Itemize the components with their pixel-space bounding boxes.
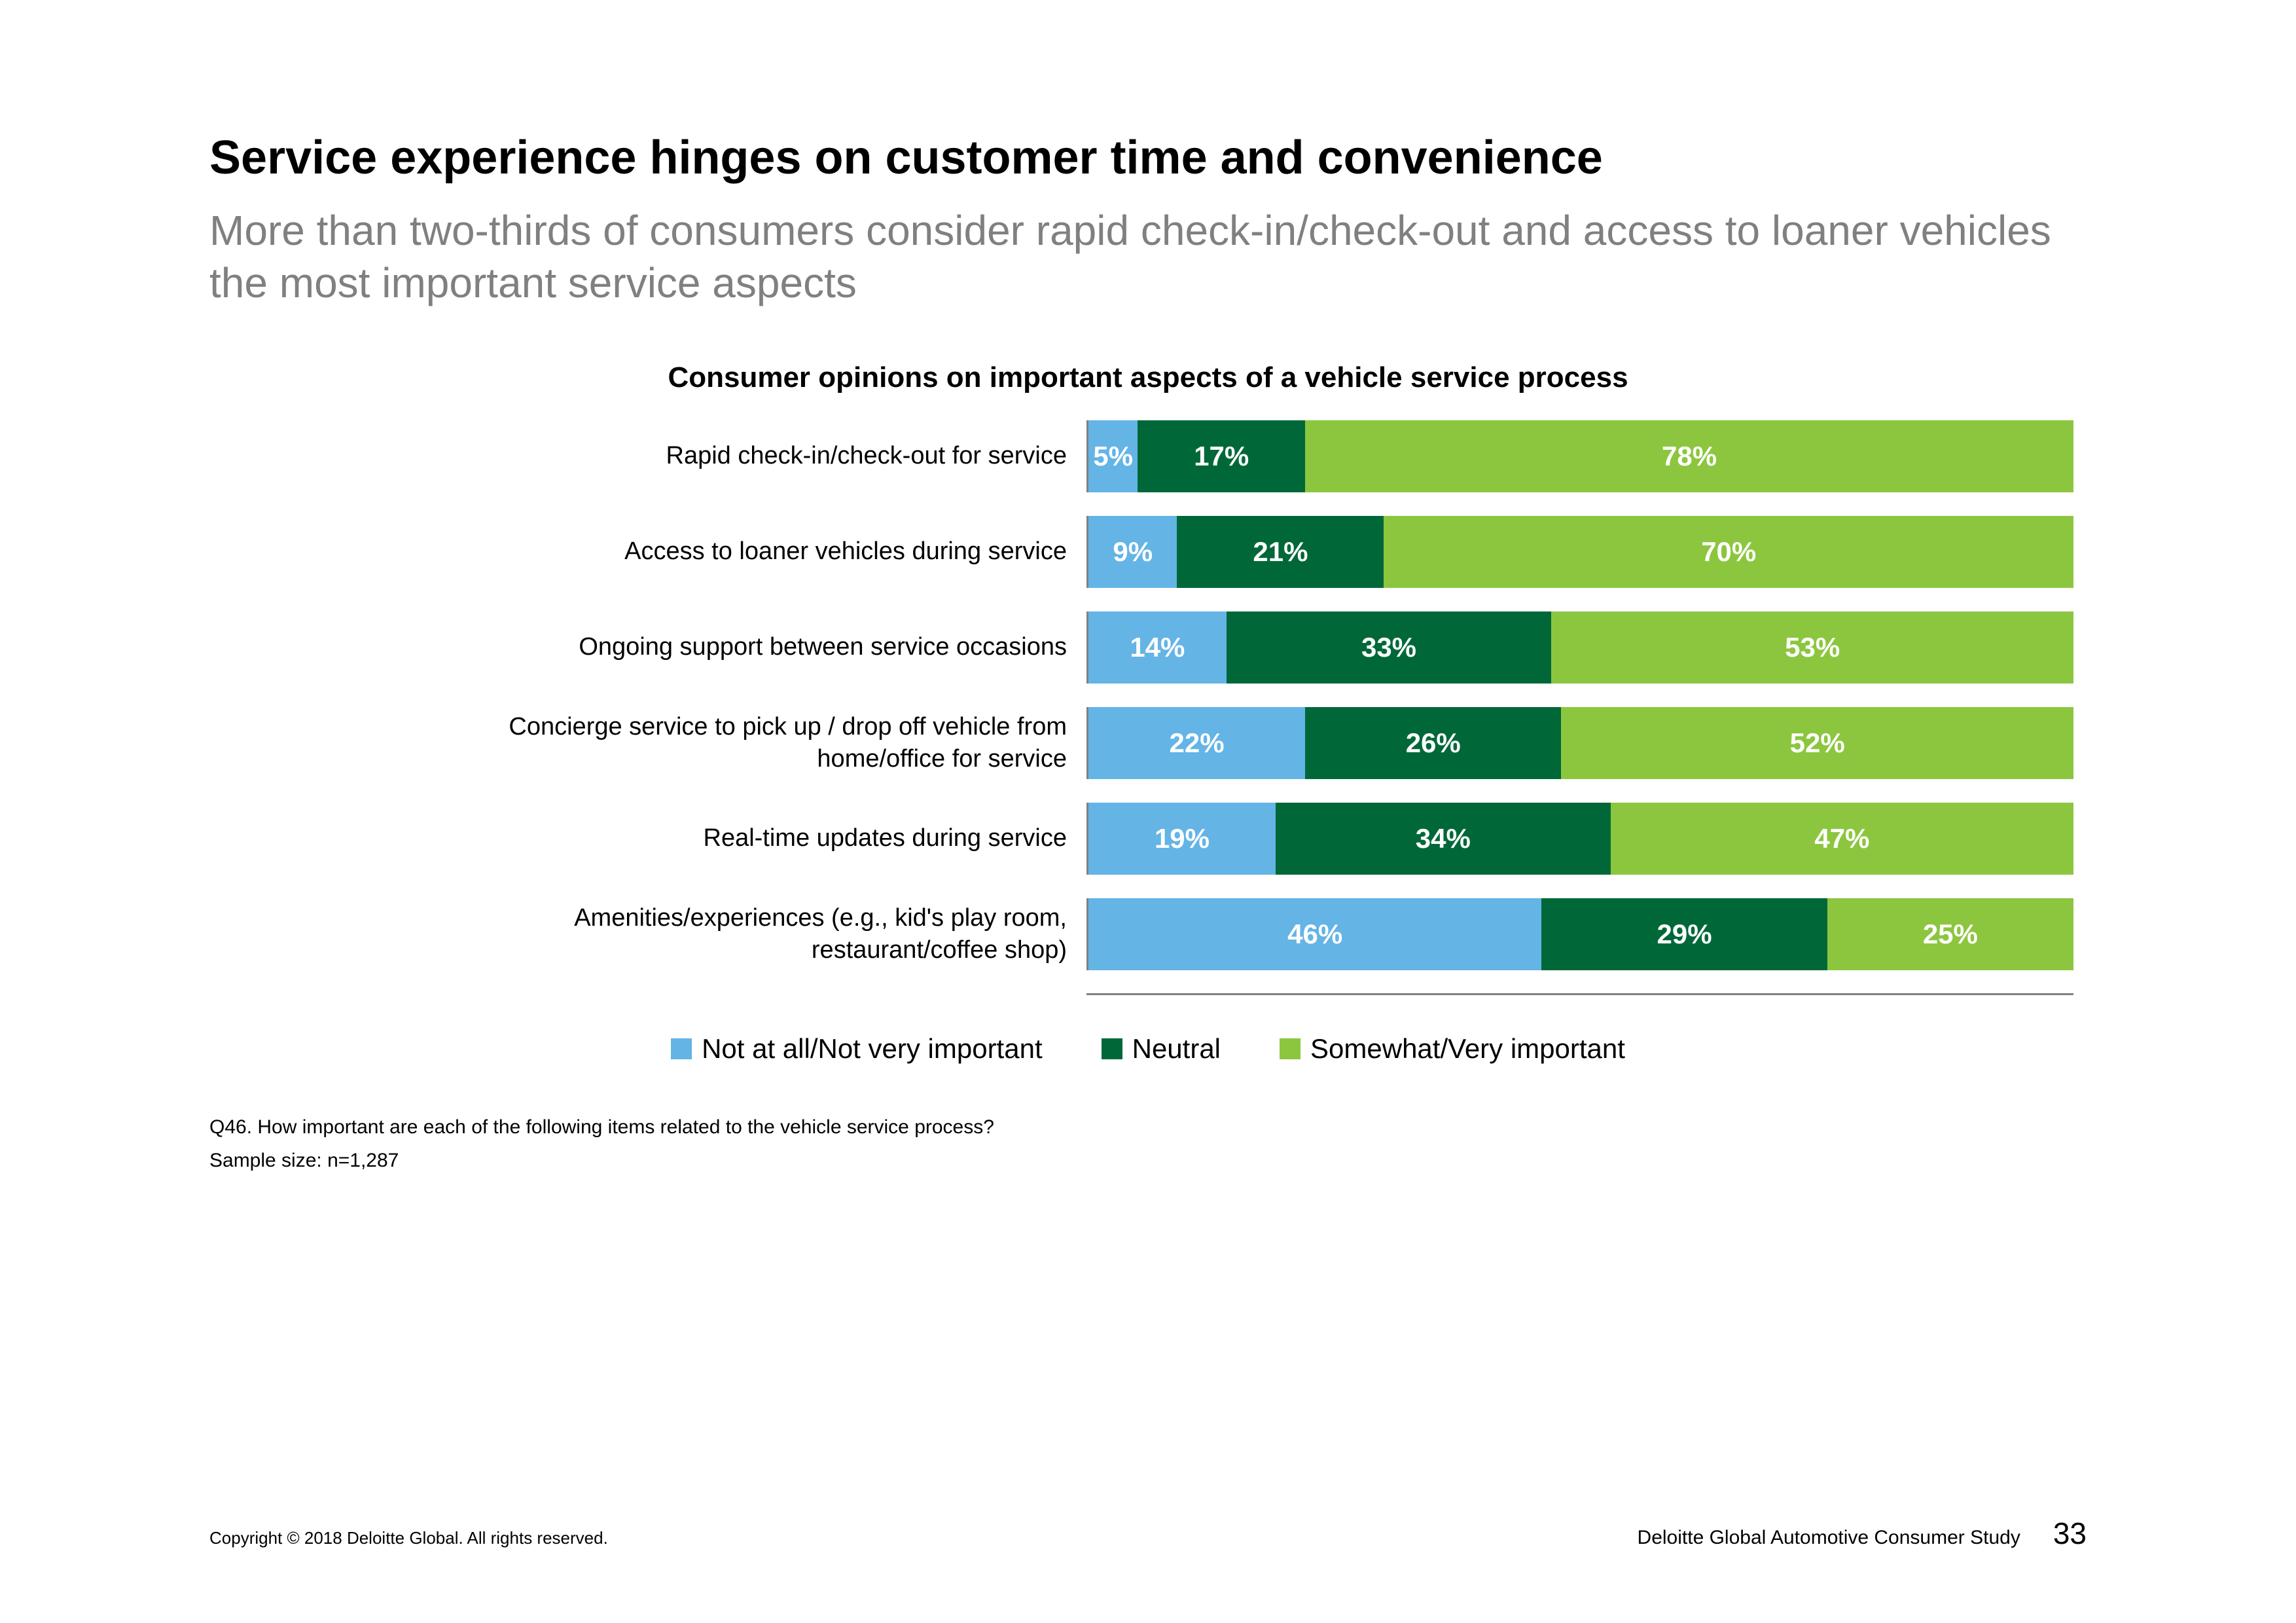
bar-segment: 78% — [1305, 420, 2073, 492]
bar-segment: 47% — [1611, 803, 2073, 875]
row-label: Real-time updates during service — [458, 822, 1086, 854]
bar-segment: 26% — [1305, 707, 1561, 779]
bar-segment: 25% — [1827, 898, 2073, 970]
chart-row: Real-time updates during service19%34%47… — [458, 803, 2073, 875]
bar-segment: 29% — [1541, 898, 1827, 970]
chart-title: Consumer opinions on important aspects o… — [209, 361, 2087, 394]
bar-segment: 33% — [1227, 611, 1552, 684]
legend-label: Neutral — [1132, 1033, 1221, 1065]
bar-segment: 9% — [1088, 516, 1177, 588]
chart-row: Amenities/experiences (e.g., kid's play … — [458, 898, 2073, 970]
footer-page-number: 33 — [2053, 1516, 2087, 1551]
chart-row: Rapid check-in/check-out for service5%17… — [458, 420, 2073, 492]
bar-track: 22%26%52% — [1086, 707, 2073, 779]
chart-row: Concierge service to pick up / drop off … — [458, 707, 2073, 779]
legend-item: Not at all/Not very important — [671, 1033, 1043, 1065]
legend-swatch — [1280, 1038, 1300, 1059]
bar-segment: 5% — [1088, 420, 1138, 492]
legend-label: Not at all/Not very important — [702, 1033, 1043, 1065]
bar-segment: 52% — [1561, 707, 2073, 779]
row-label: Amenities/experiences (e.g., kid's play … — [458, 902, 1086, 967]
bar-track: 14%33%53% — [1086, 611, 2073, 684]
bar-segment: 70% — [1384, 516, 2073, 588]
bar-segment: 21% — [1177, 516, 1384, 588]
legend-item: Neutral — [1102, 1033, 1221, 1065]
legend-swatch — [1102, 1038, 1122, 1059]
footnote-question: Q46. How important are each of the follo… — [209, 1110, 2087, 1144]
bar-segment: 22% — [1088, 707, 1305, 779]
chart-row: Ongoing support between service occasion… — [458, 611, 2073, 684]
row-label: Rapid check-in/check-out for service — [458, 440, 1086, 472]
row-label: Ongoing support between service occasion… — [458, 631, 1086, 663]
bar-segment: 53% — [1551, 611, 2073, 684]
footnotes: Q46. How important are each of the follo… — [209, 1110, 2087, 1177]
row-label: Concierge service to pick up / drop off … — [458, 711, 1086, 776]
bar-segment: 14% — [1088, 611, 1227, 684]
bar-track: 9%21%70% — [1086, 516, 2073, 588]
legend-label: Somewhat/Very important — [1310, 1033, 1625, 1065]
legend-item: Somewhat/Very important — [1280, 1033, 1625, 1065]
bar-track: 46%29%25% — [1086, 898, 2073, 970]
bar-segment: 34% — [1276, 803, 1611, 875]
chart-row: Access to loaner vehicles during service… — [458, 516, 2073, 588]
bar-segment: 17% — [1138, 420, 1305, 492]
legend-swatch — [671, 1038, 692, 1059]
chart-legend: Not at all/Not very important Neutral Some… — [209, 1033, 2087, 1065]
footnote-sample: Sample size: n=1,287 — [209, 1144, 2087, 1177]
bar-track: 5%17%78% — [1086, 420, 2073, 492]
page-footer: Copyright © 2018 Deloitte Global. All ri… — [209, 1516, 2087, 1551]
bar-segment: 46% — [1088, 898, 1541, 970]
stacked-bar-chart: Rapid check-in/check-out for service5%17… — [458, 420, 2073, 994]
footer-copyright: Copyright © 2018 Deloitte Global. All ri… — [209, 1528, 608, 1548]
bar-segment: 19% — [1088, 803, 1276, 875]
footer-source: Deloitte Global Automotive Consumer Stud… — [1638, 1527, 2020, 1549]
page-title: Service experience hinges on customer ti… — [209, 131, 2087, 185]
row-label: Access to loaner vehicles during service — [458, 536, 1086, 568]
bar-track: 19%34%47% — [1086, 803, 2073, 875]
page-subtitle: More than two-thirds of consumers consid… — [209, 204, 2087, 309]
